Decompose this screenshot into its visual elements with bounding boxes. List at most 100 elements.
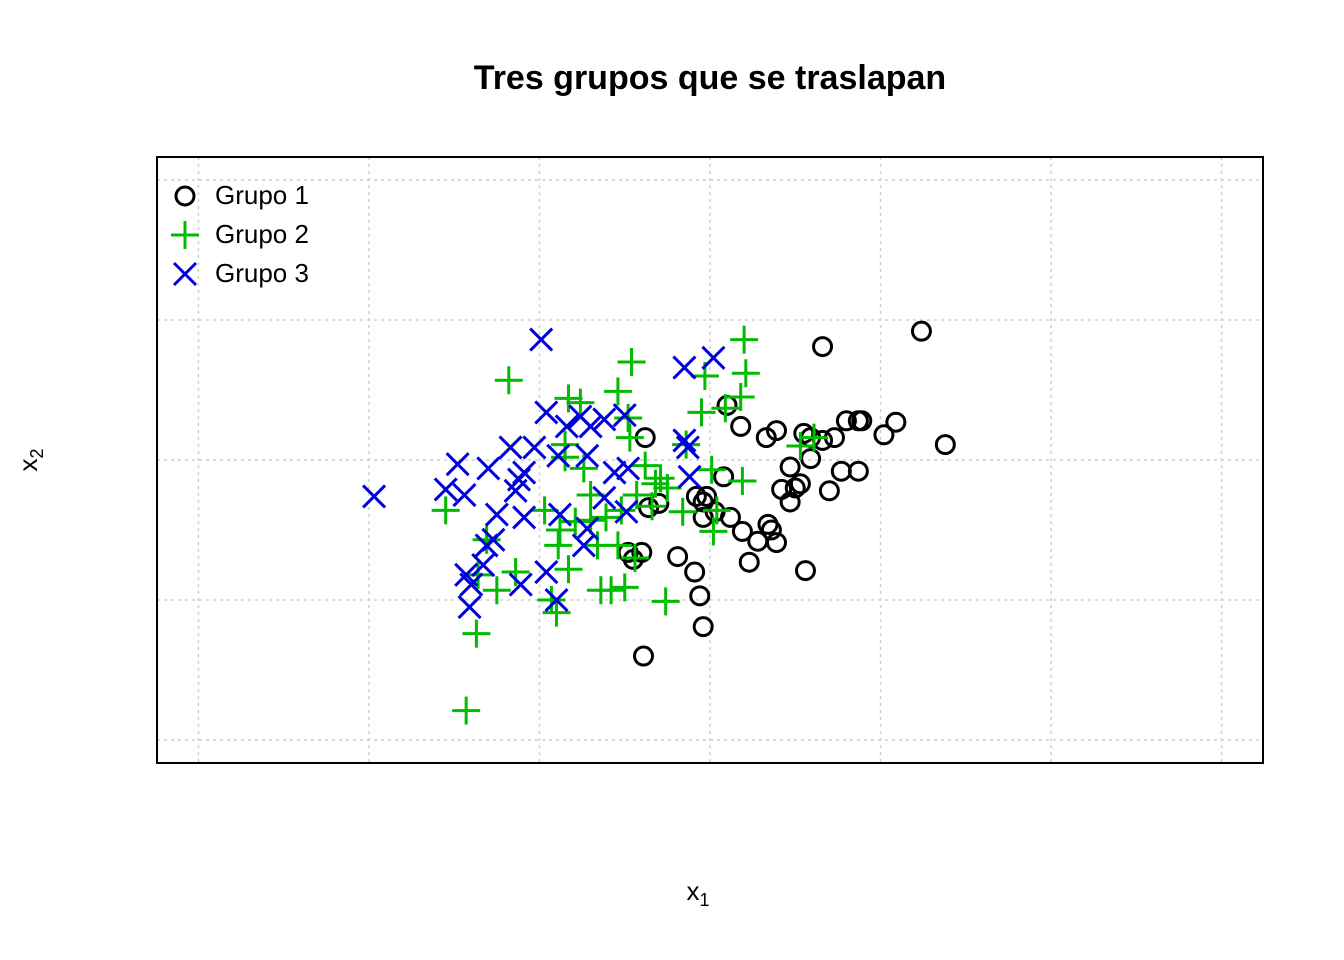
point [713, 466, 735, 488]
point [431, 496, 460, 525]
point [612, 403, 637, 428]
point [481, 527, 506, 552]
point [554, 555, 583, 584]
point [800, 423, 829, 452]
point [699, 517, 728, 546]
point [701, 345, 726, 370]
point [459, 572, 484, 597]
point [697, 455, 726, 484]
point [537, 586, 566, 615]
point [667, 546, 689, 568]
point [452, 696, 481, 725]
legend-symbol [171, 221, 199, 249]
point [607, 496, 636, 525]
point [687, 398, 716, 427]
point [794, 560, 816, 582]
point [934, 434, 956, 456]
x-label-main: x [686, 876, 699, 906]
point [672, 355, 697, 380]
point [494, 366, 523, 395]
point [464, 560, 493, 589]
x-axis-label: x1 [686, 876, 709, 910]
point [689, 585, 711, 607]
plot-frame [156, 156, 1264, 764]
point [771, 478, 793, 500]
point [592, 407, 617, 432]
point [616, 456, 641, 481]
point [847, 410, 869, 432]
point [755, 427, 777, 449]
point [702, 496, 731, 525]
chart-title: Tres grupos que se traslapan [474, 59, 946, 97]
point [789, 473, 811, 495]
point [482, 576, 511, 605]
point [747, 530, 769, 552]
point [760, 519, 782, 541]
legend-symbol [174, 185, 196, 207]
point [617, 347, 646, 376]
point [716, 394, 738, 416]
point [730, 415, 752, 437]
point [830, 460, 852, 482]
point [362, 484, 387, 509]
point [675, 435, 700, 460]
point [632, 645, 654, 667]
point [522, 435, 547, 460]
point [603, 377, 632, 406]
point [529, 327, 554, 352]
x-label-sub: 1 [699, 890, 709, 910]
point [812, 429, 834, 451]
point [592, 485, 617, 510]
point [847, 460, 869, 482]
point [566, 388, 595, 417]
point [873, 424, 895, 446]
point [512, 505, 537, 530]
point [766, 532, 788, 554]
legend-label: Grupo 1 [215, 180, 309, 210]
y-axis-label: x2 [13, 448, 47, 471]
point [885, 411, 907, 433]
point [614, 499, 639, 524]
point [610, 573, 639, 602]
point [638, 492, 667, 521]
point [462, 619, 491, 648]
point [910, 320, 932, 342]
point [576, 506, 605, 535]
legend-label: Grupo 2 [215, 219, 309, 249]
point [641, 469, 670, 498]
point [503, 478, 528, 503]
point [554, 414, 579, 439]
point [508, 572, 533, 597]
point [615, 423, 644, 452]
point [726, 382, 755, 411]
point [818, 480, 840, 502]
point [575, 443, 600, 468]
point [730, 325, 759, 354]
point [457, 594, 482, 620]
legend-symbol [172, 261, 198, 287]
point [571, 533, 596, 558]
point [554, 384, 583, 413]
point [731, 359, 760, 388]
y-label-main: x [13, 459, 43, 472]
point [672, 428, 697, 453]
point [631, 451, 660, 480]
point [648, 492, 670, 514]
point [542, 598, 571, 627]
point [498, 435, 523, 460]
point [544, 531, 573, 560]
point [823, 427, 845, 449]
point [484, 502, 509, 527]
point [620, 544, 649, 573]
point [711, 394, 740, 423]
y-label-sub: 2 [27, 448, 47, 458]
point [728, 467, 757, 496]
point [578, 414, 603, 439]
point [719, 506, 741, 528]
point [433, 477, 458, 502]
point [738, 551, 760, 573]
point [779, 456, 801, 478]
point [452, 482, 477, 508]
point [471, 552, 496, 578]
